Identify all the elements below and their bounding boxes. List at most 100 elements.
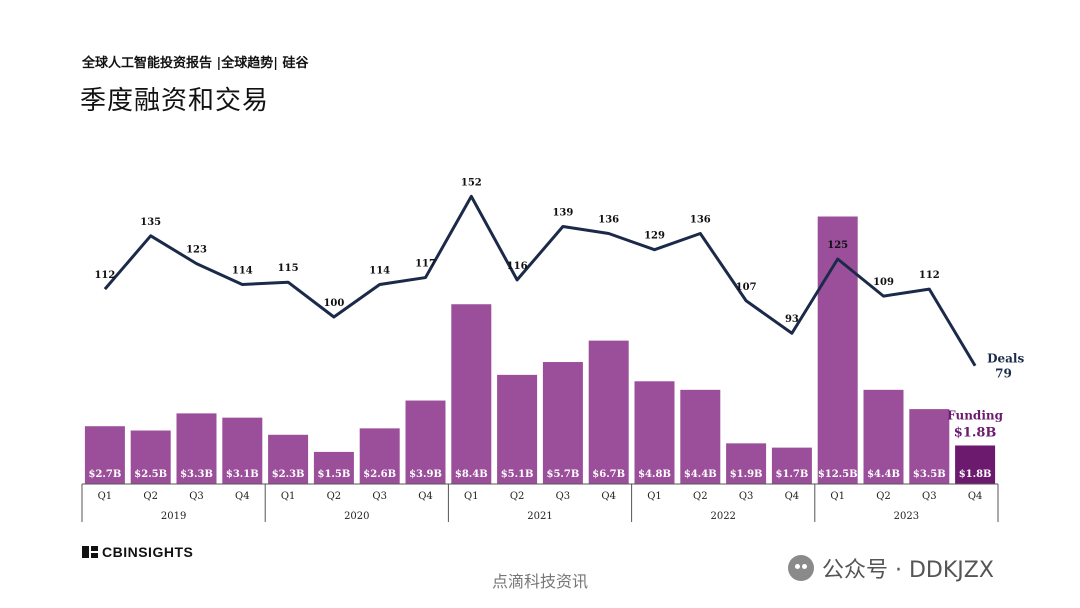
bar-value-label: $3.3B: [180, 469, 213, 480]
bar-value-label: $2.3B: [272, 469, 305, 480]
quarter-tick-label: Q1: [281, 491, 296, 502]
year-label: 2023: [894, 511, 919, 522]
bar-value-label: $4.4B: [867, 469, 900, 480]
watermark-right-text: 公众号 · DDKJZX: [822, 558, 994, 583]
quarter-tick-label: Q4: [235, 491, 250, 502]
deals-end-label: Deals: [987, 352, 1024, 366]
bar-value-label: $4.4B: [684, 469, 717, 480]
quarter-tick-label: Q1: [464, 491, 479, 502]
labels-layer: $2.7B $2.5B $3.3B $3.1B $2.3B $1.5B $2.6B $3.9B…: [88, 177, 1024, 522]
cbinsights-logo-icon: [82, 546, 98, 558]
funding-bar: [405, 400, 446, 484]
bar-value-label: $12.5B: [818, 469, 858, 480]
cbinsights-logo-text: CBINSIGHTS: [102, 544, 194, 560]
deal-value-label: 100: [323, 298, 344, 309]
deals-line-layer: [103, 194, 977, 367]
watermark-right: 公众号 · DDKJZX: [788, 552, 994, 584]
funding-bar: [84, 426, 125, 484]
quarter-tick-label: Q2: [143, 491, 158, 502]
axis-layer: [81, 483, 999, 522]
bar-value-label: $1.7B: [775, 469, 808, 480]
bar-value-label: $4.8B: [638, 469, 671, 480]
funding-bar: [588, 340, 629, 484]
deal-value-label: 125: [827, 240, 848, 251]
deal-value-label: 135: [140, 217, 161, 228]
quarter-tick-label: Q1: [98, 491, 113, 502]
deal-value-label: 129: [644, 231, 665, 242]
quarter-tick-label: Q4: [785, 491, 800, 502]
deal-value-label: 114: [369, 266, 390, 277]
bar-value-label: $5.1B: [501, 469, 534, 480]
bar-value-label: $2.5B: [134, 469, 167, 480]
deal-value-label: 139: [552, 208, 573, 219]
bar-value-label: $8.4B: [455, 469, 488, 480]
funding-bar: [680, 389, 721, 484]
funding-bar: [451, 304, 492, 484]
deal-value-label: 136: [690, 214, 711, 225]
wechat-icon: [788, 555, 814, 581]
deal-value-label: 136: [598, 214, 619, 225]
quarter-tick-label: Q4: [601, 491, 616, 502]
deal-value-label: 112: [94, 270, 115, 281]
bar-value-label: $2.6B: [363, 469, 396, 480]
funding-bar: [222, 417, 263, 484]
deals-end-value: 79: [995, 367, 1012, 381]
funding-bar: [176, 413, 217, 484]
quarter-tick-label: Q2: [510, 491, 525, 502]
bar-value-label: $1.5B: [317, 469, 350, 480]
deal-value-label: 117: [415, 259, 436, 270]
funding-bar: [863, 389, 904, 484]
quarter-tick-label: Q4: [418, 491, 433, 502]
watermark-bottom: 点滴科技资讯: [491, 572, 588, 591]
funding-bar: [542, 362, 583, 484]
quarter-tick-label: Q2: [876, 491, 891, 502]
quarter-tick-label: Q3: [922, 491, 937, 502]
bar-value-label: $1.9B: [730, 469, 763, 480]
year-label: 2020: [344, 511, 369, 522]
funding-end-label: Funding: [947, 408, 1003, 422]
quarter-tick-label: Q1: [830, 491, 845, 502]
quarter-tick-label: Q3: [372, 491, 387, 502]
deal-value-label: 115: [278, 263, 299, 274]
funding-bar: [313, 451, 354, 484]
funding-bar: [726, 443, 767, 484]
funding-bar: [130, 430, 171, 484]
quarter-tick-label: Q3: [739, 491, 754, 502]
cbinsights-logo: CBINSIGHTS: [82, 544, 193, 560]
deal-value-label: 114: [232, 266, 253, 277]
year-label: 2021: [527, 511, 552, 522]
funding-bar: [359, 428, 400, 484]
page-title: 季度融资和交易: [80, 86, 270, 116]
quarter-tick-label: Q3: [189, 491, 204, 502]
deal-value-label: 123: [186, 245, 207, 256]
funding-bar: [268, 434, 309, 484]
funding-bar: [771, 447, 812, 484]
bar-value-label: $3.9B: [409, 469, 442, 480]
year-label: 2019: [161, 511, 186, 522]
deal-value-label: 112: [919, 270, 940, 281]
quarter-tick-label: Q2: [693, 491, 708, 502]
bar-value-label: $2.7B: [88, 469, 121, 480]
funding-bar: [497, 374, 538, 484]
deal-value-label: 152: [461, 177, 482, 188]
quarter-tick-label: Q4: [968, 491, 983, 502]
year-label: 2022: [710, 511, 735, 522]
funding-bar: [955, 445, 996, 484]
quarter-tick-label: Q2: [327, 491, 342, 502]
deal-value-label: 107: [736, 282, 757, 293]
bar-value-label: $6.7B: [592, 469, 625, 480]
bar-value-label: $5.7B: [546, 469, 579, 480]
bar-value-label: $3.1B: [226, 469, 259, 480]
bar-value-label: $3.5B: [913, 469, 946, 480]
funding-bar: [909, 409, 950, 484]
deals-line: [103, 194, 977, 367]
quarter-tick-label: Q3: [556, 491, 571, 502]
bars-layer: [84, 216, 996, 484]
deal-value-label: 116: [507, 261, 528, 272]
quarter-tick-label: Q1: [647, 491, 662, 502]
funding-bar: [817, 216, 858, 484]
bar-value-label: $1.8B: [959, 469, 992, 480]
deal-value-label: 109: [873, 277, 894, 288]
report-subtitle: 全球人工智能投资报告 |全球趋势| 硅谷: [82, 56, 309, 71]
deal-value-label: 93: [785, 314, 799, 325]
